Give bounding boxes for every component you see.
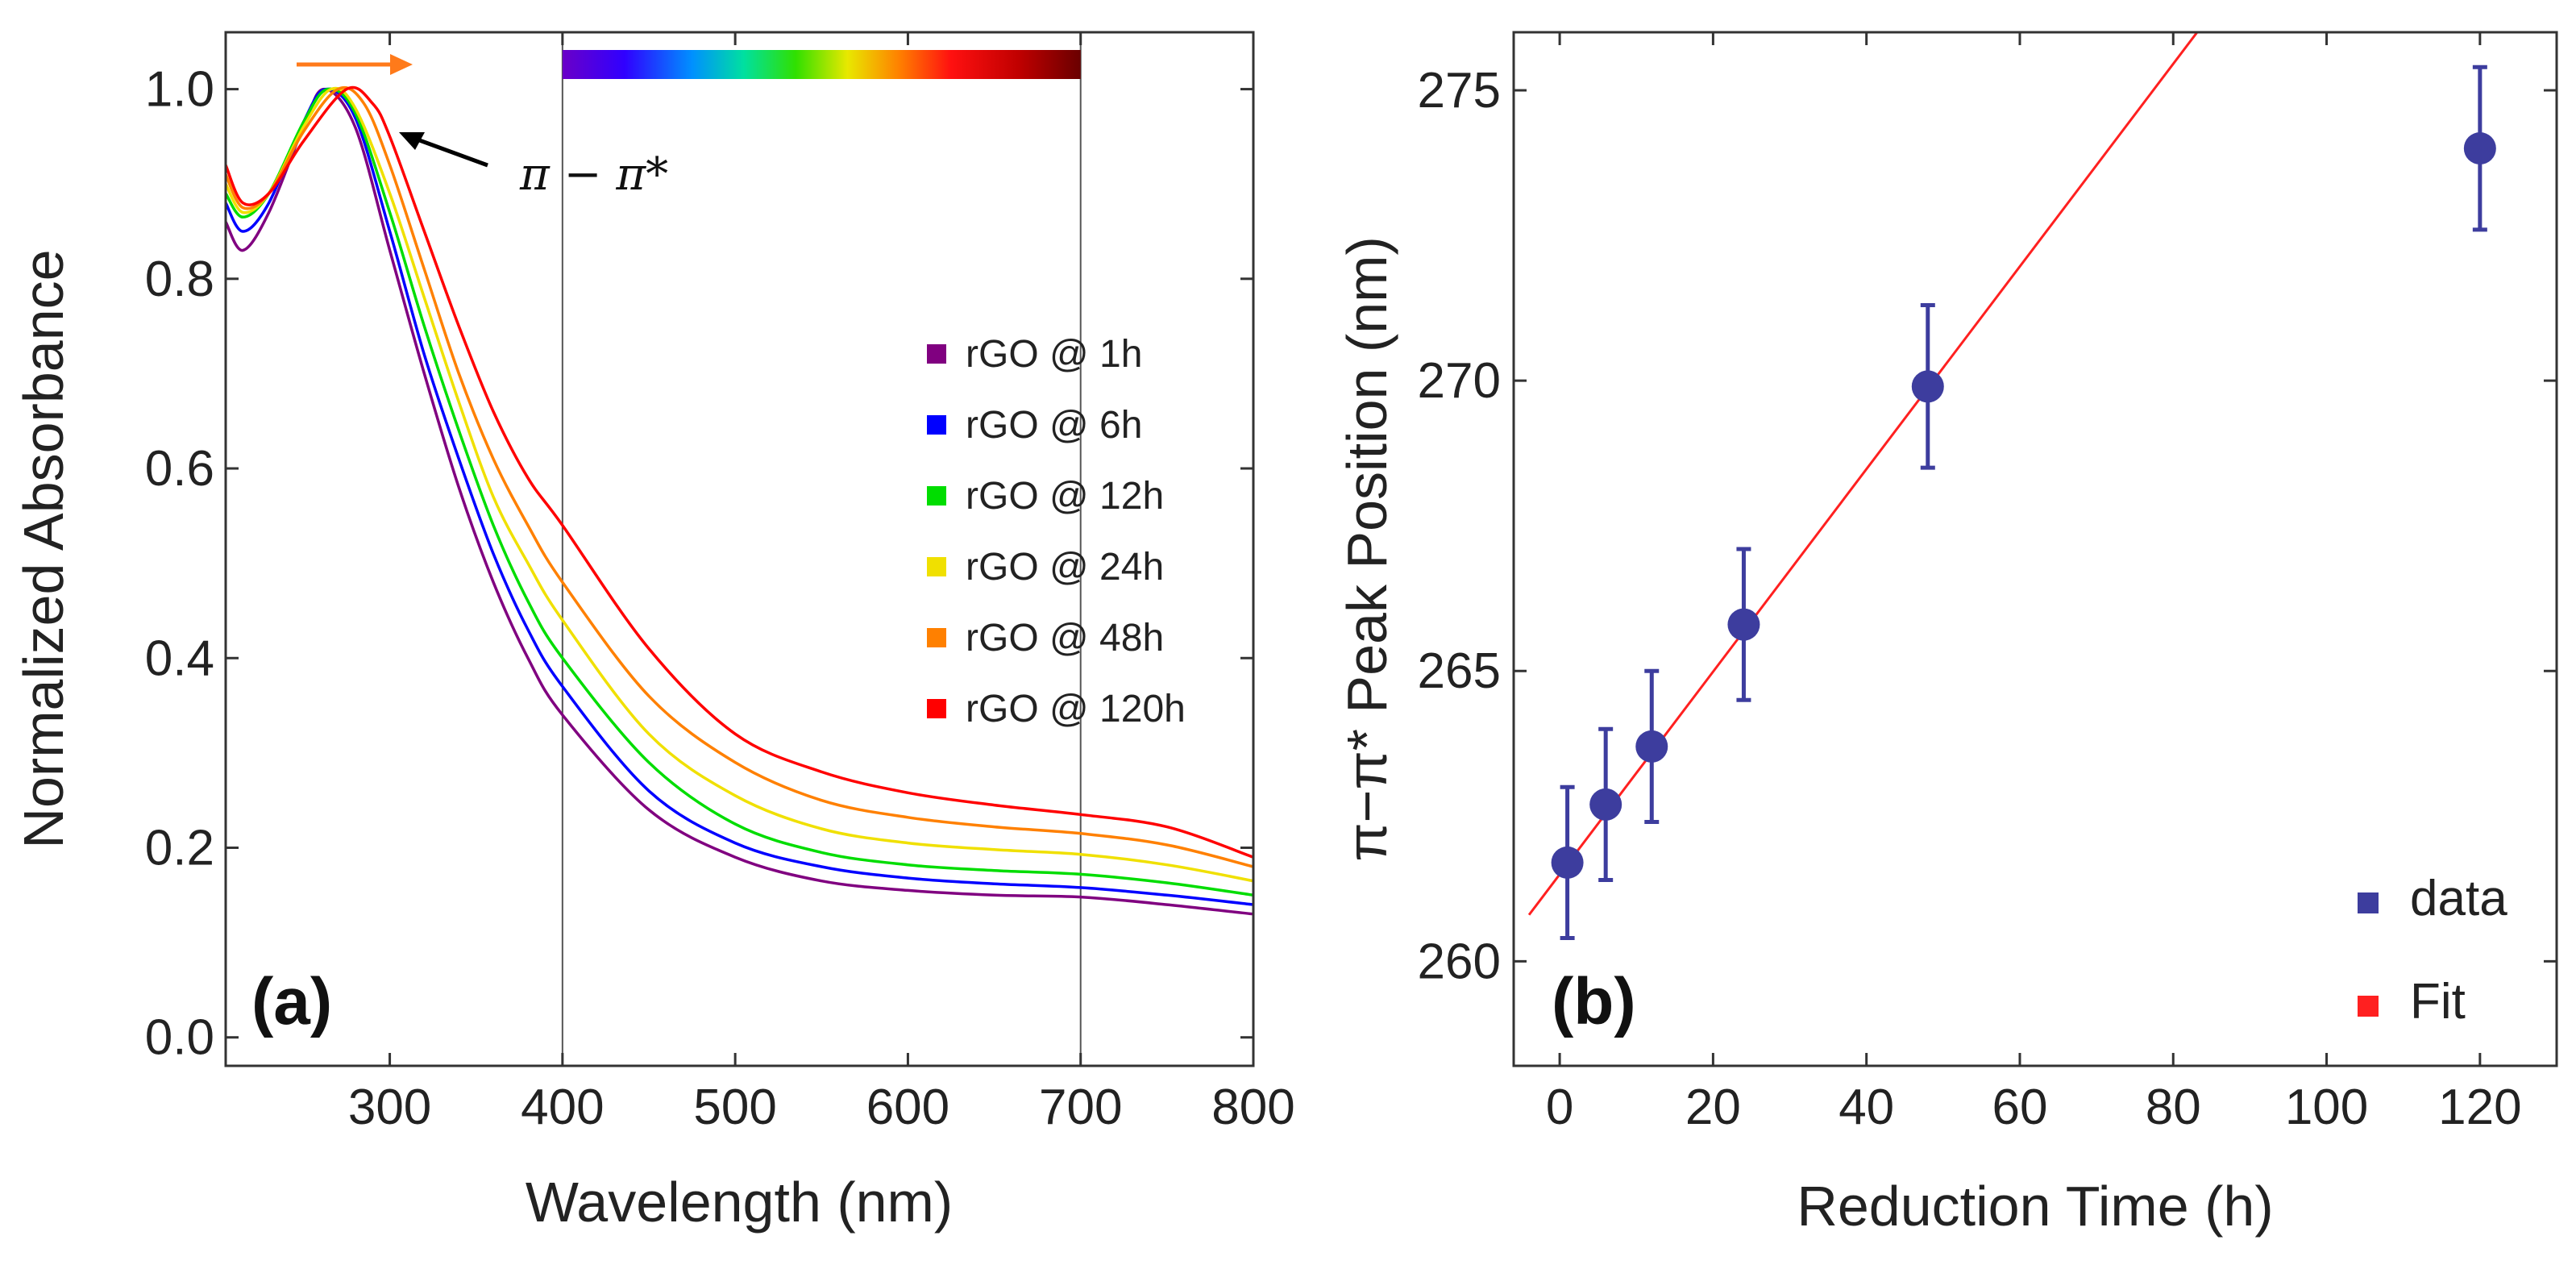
y-tick-label: 265 [1418, 643, 1501, 699]
panel-a-frame [224, 31, 1255, 1067]
data-point [1589, 726, 1622, 883]
fit-line [1527, 32, 2199, 916]
legend-swatch [927, 415, 946, 435]
y-tick-label: 270 [1418, 353, 1501, 409]
x-tick-label: 300 [348, 1080, 431, 1135]
panel-b-x-ticks: 0 20 40 60 80 100 120 [1546, 32, 2522, 1135]
data-point [1635, 668, 1668, 825]
panel-a-x-ticks: 300 400 500 600 700 800 [348, 32, 1295, 1135]
legend-label: rGO @ 120h [966, 688, 1186, 730]
series-line-rgo-120h [226, 85, 1253, 859]
visible-spectrum-bar [562, 50, 1081, 79]
y-tick-label: 0.0 [145, 1010, 214, 1066]
x-tick-label: 800 [1211, 1080, 1294, 1135]
panel-b-label: (b) [1552, 965, 1636, 1038]
data-points [1551, 64, 2496, 941]
x-tick-label: 20 [1685, 1080, 1741, 1135]
data-marker [1589, 788, 1622, 821]
fit-line-segment [1527, 32, 2199, 916]
legend-label: rGO @ 6h [966, 404, 1142, 447]
panel-b-x-axis-label: Reduction Time (h) [1797, 1175, 2273, 1238]
data-point [2463, 64, 2496, 232]
panel-b-y-axis-label: π−π* Peak Position (nm) [1336, 236, 1398, 862]
y-tick-label: 275 [1418, 63, 1501, 119]
y-tick-label: 0.4 [145, 630, 214, 686]
reference-lines [561, 32, 1082, 1066]
panel-b-legend: data Fit [2358, 871, 2507, 1030]
panel-a-chart: 300 400 500 600 700 800 0.0 0.2 0.4 0.6 0.8 1.0 Wa… [12, 31, 1295, 1234]
legend-label: rGO @ 1h [966, 333, 1142, 376]
series-line-rgo-12h [226, 87, 1253, 897]
x-tick-label: 40 [1839, 1080, 1894, 1135]
legend-label: rGO @ 24h [966, 546, 1164, 589]
series-line-rgo-48h [226, 85, 1253, 868]
x-tick-label: 500 [693, 1080, 776, 1135]
panel-a-y-ticks: 0.0 0.2 0.4 0.6 0.8 1.0 [145, 62, 1253, 1066]
pi-pi-star-annotation: π − π* [519, 148, 668, 201]
legend-swatch [927, 699, 946, 718]
legend-swatch [927, 557, 946, 576]
data-point [1727, 547, 1760, 702]
data-point [1911, 303, 1944, 470]
data-marker [1551, 846, 1584, 879]
legend-swatch [2358, 996, 2379, 1017]
x-tick-label: 120 [2438, 1080, 2521, 1135]
legend-label: Fit [2410, 974, 2466, 1030]
legend-swatch [927, 628, 946, 647]
panel-b-y-ticks: 260 265 270 275 [1418, 63, 2557, 989]
y-tick-label: 0.8 [145, 252, 214, 307]
y-tick-label: 0.6 [145, 441, 214, 497]
data-marker [1911, 370, 1944, 403]
absorbance-series [226, 85, 1253, 916]
pi-pi-star-pointer-arrow [399, 132, 488, 168]
x-tick-label: 400 [521, 1080, 604, 1135]
x-tick-label: 100 [2285, 1080, 2368, 1135]
data-marker [1727, 608, 1760, 641]
panel-b-chart: 0 20 40 60 80 100 120 260 265 270 275 Reduction T… [1336, 31, 2558, 1238]
y-tick-label: 0.2 [145, 820, 214, 876]
panel-a-y-axis-label: Normalized Absorbance [12, 249, 75, 848]
legend-swatch [2358, 892, 2379, 913]
y-tick-label: 1.0 [145, 62, 214, 118]
panel-a-x-axis-label: Wavelength (nm) [526, 1171, 953, 1234]
y-tick-label: 260 [1418, 934, 1501, 989]
legend-swatch [927, 486, 946, 506]
series-line-rgo-24h [226, 86, 1253, 883]
legend-label: rGO @ 12h [966, 475, 1164, 518]
legend-label: rGO @ 48h [966, 617, 1164, 659]
panel-a-label: (a) [251, 965, 332, 1038]
x-tick-label: 600 [866, 1080, 949, 1135]
x-tick-label: 80 [2146, 1080, 2201, 1135]
data-point [1551, 784, 1584, 941]
x-tick-label: 0 [1546, 1080, 1573, 1135]
panel-a-legend: rGO @ 1h rGO @ 6h rGO @ 12h rGO @ 24h rGO @ … [927, 333, 1186, 730]
peak-shift-arrow [297, 54, 413, 75]
x-tick-label: 60 [1992, 1080, 2047, 1135]
data-marker [1635, 730, 1668, 763]
legend-label: data [2410, 871, 2507, 926]
data-marker [2463, 132, 2496, 165]
panel-b-frame [1512, 31, 2558, 1067]
x-tick-label: 700 [1039, 1080, 1122, 1135]
legend-swatch [927, 344, 946, 364]
